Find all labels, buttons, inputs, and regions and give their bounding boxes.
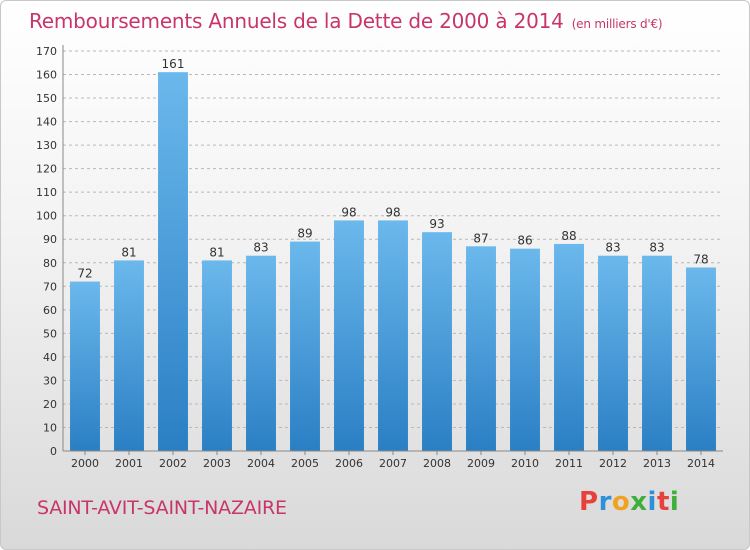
x-tick-label-2002: 2002 [159, 457, 187, 470]
proxiti-logo: Proxiti [579, 487, 679, 517]
x-tick-label-2005: 2005 [291, 457, 319, 470]
y-tick-label: 100 [36, 210, 57, 223]
data-label-2014: 78 [693, 252, 708, 266]
data-label-2005: 89 [297, 227, 312, 241]
logo-letter: x [630, 487, 648, 517]
bar-2010 [510, 248, 540, 451]
bar-2014 [686, 267, 716, 451]
logo-letter: i [647, 487, 657, 517]
data-label-2013: 83 [649, 241, 664, 255]
bar-2005 [290, 241, 320, 451]
x-tick-label-2006: 2006 [335, 457, 363, 470]
bar-2002 [158, 72, 188, 452]
y-tick-label: 50 [43, 327, 57, 340]
data-label-2007: 98 [385, 205, 400, 219]
bar-2004 [246, 255, 276, 451]
data-label-2003: 81 [209, 245, 224, 259]
y-tick-label: 40 [43, 351, 57, 364]
x-tick-label-2008: 2008 [423, 457, 451, 470]
y-tick-label: 160 [36, 69, 57, 82]
logo-letter: P [579, 487, 599, 517]
data-labels: 72 81 161 81 83 89 98 98 93 87 86 88 83 83 78 [77, 57, 708, 280]
x-tick-label-2013: 2013 [643, 457, 671, 470]
y-tick-label: 90 [43, 233, 57, 246]
y-tick-label: 150 [36, 92, 57, 105]
data-label-2001: 81 [121, 245, 136, 259]
y-tick-label: 120 [36, 163, 57, 176]
logo-letter: r [598, 487, 612, 517]
chart-subtitle: (en milliers d'€) [571, 17, 663, 31]
bar-2007 [378, 220, 408, 451]
y-tick-label: 60 [43, 304, 57, 317]
data-label-2008: 93 [429, 217, 444, 231]
y-tick-label: 0 [50, 445, 57, 458]
chart-title: Remboursements Annuels de la Dette de 20… [29, 9, 663, 33]
bars [70, 72, 716, 452]
axes: 0 10 20 30 40 50 60 70 80 90 100 110 120 130 140 150 160… [36, 45, 723, 470]
x-tick-label-2012: 2012 [599, 457, 627, 470]
bar-2009 [466, 246, 496, 451]
logo-letter: t [656, 487, 670, 517]
bar-2006 [334, 220, 364, 451]
y-tick-label: 80 [43, 257, 57, 270]
x-tick-label-2004: 2004 [247, 457, 275, 470]
data-label-2012: 83 [605, 241, 620, 255]
logo-letter: i [669, 487, 680, 517]
bar-2003 [202, 260, 232, 451]
x-tick-label-2007: 2007 [379, 457, 407, 470]
data-label-2004: 83 [253, 241, 268, 255]
bar-2011 [554, 243, 584, 451]
bar-2012 [598, 255, 628, 451]
bar-2008 [422, 232, 452, 451]
y-tick-label: 20 [43, 398, 57, 411]
x-tick-label-2014: 2014 [687, 457, 715, 470]
data-label-2009: 87 [473, 231, 488, 245]
data-label-2006: 98 [341, 205, 356, 219]
chart-title-text: Remboursements Annuels de la Dette de 20… [29, 9, 564, 33]
data-label-2011: 88 [561, 229, 576, 243]
y-tick-label: 140 [36, 116, 57, 129]
y-tick-label: 110 [36, 186, 57, 199]
bar-2001 [114, 260, 144, 451]
data-label-2010: 86 [517, 234, 532, 248]
x-tick-label-2010: 2010 [511, 457, 539, 470]
logo-letter: o [611, 487, 631, 517]
commune-name: SAINT-AVIT-SAINT-NAZAIRE [37, 497, 287, 519]
x-tick-label-2009: 2009 [467, 457, 495, 470]
bar-2013 [642, 255, 672, 451]
y-tick-label: 130 [36, 139, 57, 152]
x-tick-label-2011: 2011 [555, 457, 583, 470]
y-tick-label: 30 [43, 374, 57, 387]
y-tick-label: 70 [43, 280, 57, 293]
y-tick-label: 170 [36, 45, 57, 58]
x-tick-label-2003: 2003 [203, 457, 231, 470]
x-tick-label-2001: 2001 [115, 457, 143, 470]
bar-2000 [70, 281, 100, 451]
y-tick-label: 10 [43, 421, 57, 434]
x-tick-label-2000: 2000 [71, 457, 99, 470]
data-label-2000: 72 [77, 267, 92, 281]
data-label-2002: 161 [162, 57, 185, 71]
